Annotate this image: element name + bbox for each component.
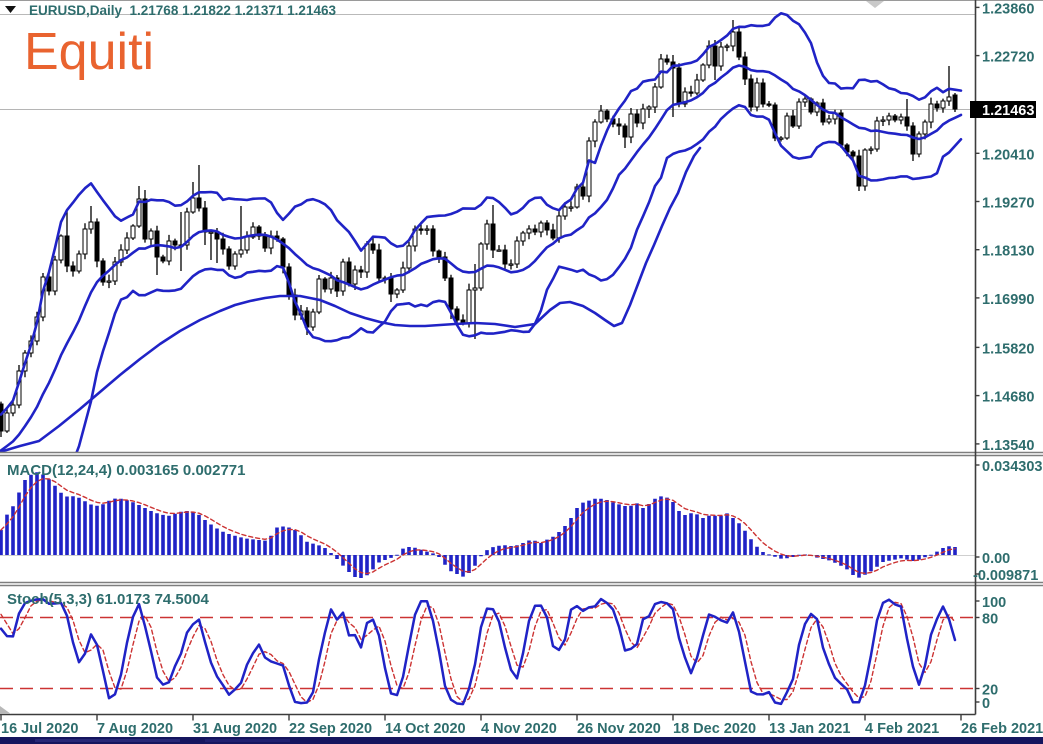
svg-text:1.16990: 1.16990: [982, 292, 1034, 308]
svg-text:1.21463: 1.21463: [982, 103, 1034, 119]
svg-text:7 Aug 2020: 7 Aug 2020: [97, 721, 173, 737]
svg-text:Equiti: Equiti: [24, 23, 154, 81]
svg-text:26 Feb 2021: 26 Feb 2021: [961, 721, 1043, 737]
svg-text:1.23860: 1.23860: [982, 1, 1034, 17]
svg-text:1.18130: 1.18130: [982, 244, 1034, 260]
svg-text:0.00: 0.00: [982, 551, 1010, 567]
svg-text:1.22720: 1.22720: [982, 50, 1034, 66]
svg-text:1.14680: 1.14680: [982, 390, 1034, 406]
svg-text:80: 80: [982, 612, 998, 628]
svg-text:14 Oct 2020: 14 Oct 2020: [385, 721, 466, 737]
svg-text:EURUSD,Daily 1.21768 1.21822: EURUSD,Daily 1.21768 1.21822 1.21371 1.2…: [29, 3, 336, 18]
svg-text:0.034303: 0.034303: [982, 459, 1042, 475]
svg-text:4 Nov 2020: 4 Nov 2020: [481, 721, 557, 737]
svg-text:31 Aug 2020: 31 Aug 2020: [193, 721, 277, 737]
svg-text:22 Sep 2020: 22 Sep 2020: [289, 721, 372, 737]
svg-text:Stoch(5,3,3) 61.0173 74.5004: Stoch(5,3,3) 61.0173 74.5004: [7, 591, 209, 608]
svg-text:1.15820: 1.15820: [982, 341, 1034, 357]
svg-text:100: 100: [982, 595, 1006, 611]
svg-text:4 Feb 2021: 4 Feb 2021: [865, 721, 939, 737]
svg-text:16 Jul 2020: 16 Jul 2020: [1, 721, 78, 737]
svg-text:1.13540: 1.13540: [982, 438, 1034, 454]
svg-text:18 Dec 2020: 18 Dec 2020: [673, 721, 756, 737]
svg-text:0: 0: [982, 696, 990, 712]
svg-text:1.19270: 1.19270: [982, 196, 1034, 212]
svg-text:20: 20: [982, 683, 998, 699]
svg-text:1.20410: 1.20410: [982, 147, 1034, 163]
svg-text:-0.009871: -0.009871: [973, 568, 1038, 584]
svg-text:26 Nov 2020: 26 Nov 2020: [577, 721, 661, 737]
svg-text:13 Jan 2021: 13 Jan 2021: [769, 721, 850, 737]
svg-text:MACD(12,24,4) 0.003165 0.00277: MACD(12,24,4) 0.003165 0.002771: [7, 462, 246, 479]
